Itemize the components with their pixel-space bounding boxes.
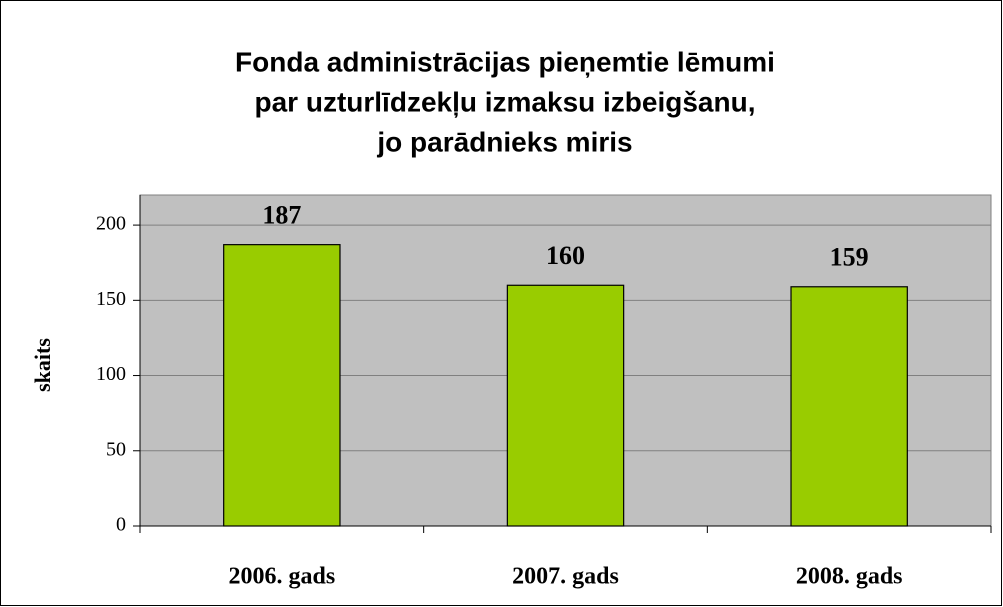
y-tick-label: 100 [96, 363, 126, 385]
data-label: 187 [262, 201, 301, 230]
y-tick-label: 50 [106, 438, 126, 460]
bar [223, 244, 341, 527]
bar [790, 286, 908, 527]
bar [506, 284, 625, 527]
x-tick-label: 2007. gads [512, 564, 619, 590]
y-tick-label: 150 [96, 288, 126, 310]
chart-title: jo parādnieks miris [376, 126, 632, 157]
chart-title: par uzturlīdzekļu izmaksu izbeigšanu, [255, 86, 756, 117]
y-axis-label: skaits [30, 338, 55, 392]
chart-title: Fonda administrācijas pieņemtie lēmumi [235, 46, 775, 77]
data-label: 160 [546, 241, 585, 270]
y-tick-label: 200 [96, 213, 126, 235]
y-tick-label: 0 [116, 514, 126, 536]
x-tick-label: 2006. gads [228, 564, 335, 590]
x-tick-label: 2008. gads [796, 564, 903, 590]
data-label: 159 [830, 243, 869, 272]
